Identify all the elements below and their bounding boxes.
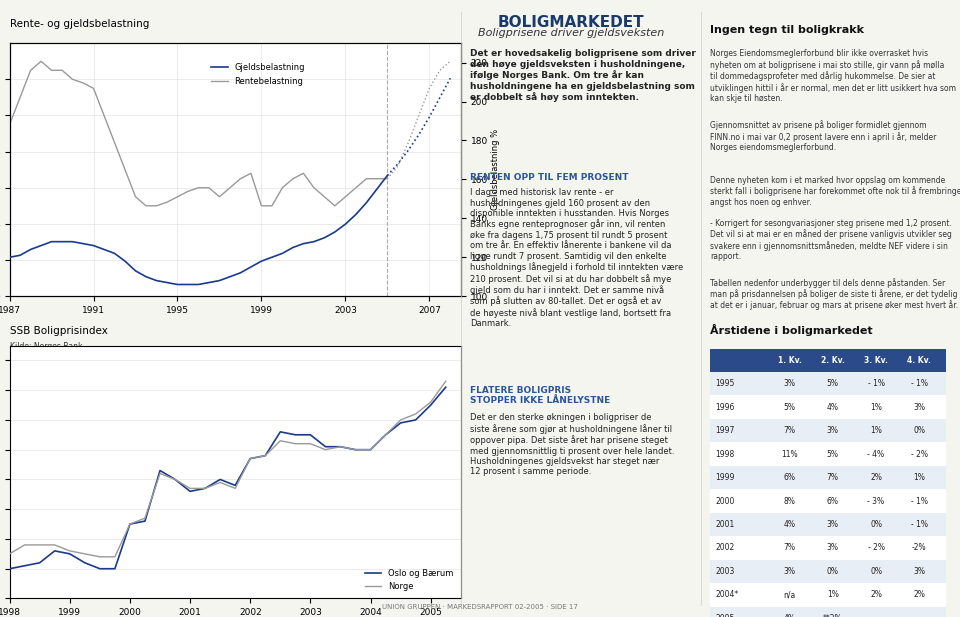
Text: Ingen tegn til boligkrakk: Ingen tegn til boligkrakk — [710, 25, 864, 35]
Text: 1997: 1997 — [715, 426, 734, 435]
Text: 3%: 3% — [827, 520, 839, 529]
Text: 3%: 3% — [783, 379, 796, 388]
Text: Norges Eiendomsmeglerforbund blir ikke overrasket hvis
nyheten om at boligprisen: Norges Eiendomsmeglerforbund blir ikke o… — [710, 49, 956, 103]
Text: 1995: 1995 — [715, 379, 734, 388]
Text: 3%: 3% — [913, 403, 925, 412]
Text: 1%: 1% — [870, 403, 882, 412]
Text: 3%: 3% — [827, 426, 839, 435]
Text: - 2%: - 2% — [868, 544, 884, 552]
Text: -: - — [875, 614, 877, 617]
Text: 2001: 2001 — [715, 520, 734, 529]
Legend: Oslo og Bærum, Norge: Oslo og Bærum, Norge — [361, 566, 457, 594]
Legend: Gjeldsbelastning, Rentebelastning: Gjeldsbelastning, Rentebelastning — [207, 60, 308, 89]
Text: 2. Kv.: 2. Kv. — [821, 356, 845, 365]
Text: 8%: 8% — [783, 497, 796, 505]
Text: 1996: 1996 — [715, 403, 734, 412]
Text: **2%: **2% — [823, 614, 843, 617]
Text: 7%: 7% — [783, 426, 796, 435]
Text: 2005: 2005 — [715, 614, 734, 617]
Text: 2003: 2003 — [715, 567, 734, 576]
Text: 2%: 2% — [870, 590, 882, 599]
Text: 5%: 5% — [827, 450, 839, 458]
Text: - 1%: - 1% — [911, 379, 927, 388]
Text: 1998: 1998 — [715, 450, 734, 458]
Text: - Korrigert for sesongvariasjoner steg prisene med 1,2 prosent.
Det vil si at ma: - Korrigert for sesongvariasjoner steg p… — [710, 219, 952, 262]
Text: - 1%: - 1% — [868, 379, 884, 388]
Text: Gjennomsnittet av prisene på boliger formidlet gjennom
FINN.no i mai var 0,2 pro: Gjennomsnittet av prisene på boliger for… — [710, 120, 937, 152]
Text: 6%: 6% — [827, 497, 839, 505]
Text: 6%: 6% — [783, 473, 796, 482]
Text: UNION GRUPPEN · MARKEDSRAPPORT 02-2005 · SIDE 17: UNION GRUPPEN · MARKEDSRAPPORT 02-2005 ·… — [382, 603, 578, 610]
Text: SSB Boligprisindex: SSB Boligprisindex — [10, 326, 108, 336]
Text: - 2%: - 2% — [911, 450, 927, 458]
Text: 3%: 3% — [783, 567, 796, 576]
Text: BOLIGMARKEDET: BOLIGMARKEDET — [498, 15, 644, 30]
Text: Rente- og gjeldsbelastning: Rente- og gjeldsbelastning — [10, 19, 149, 28]
Text: 3%: 3% — [827, 544, 839, 552]
Text: Det er hovedsakelig boligprisene som driver
den høye gjeldsveksten i husholdning: Det er hovedsakelig boligprisene som dri… — [470, 49, 696, 102]
Text: Boligprisene driver gjeldsveksten: Boligprisene driver gjeldsveksten — [478, 28, 664, 38]
Text: 11%: 11% — [781, 450, 798, 458]
Text: RENTEN OPP TIL FEM PROSENT: RENTEN OPP TIL FEM PROSENT — [470, 173, 629, 182]
Text: 0%: 0% — [827, 567, 839, 576]
Text: - 1%: - 1% — [911, 520, 927, 529]
Text: Det er den sterke økningen i boligpriser de
siste årene som gjør at husholdninge: Det er den sterke økningen i boligpriser… — [470, 413, 675, 476]
Text: 4. Kv.: 4. Kv. — [907, 356, 931, 365]
Text: Kilde: Norges Bank: Kilde: Norges Bank — [10, 342, 83, 350]
Text: 2%: 2% — [870, 473, 882, 482]
Text: 4%: 4% — [783, 520, 796, 529]
Text: 7%: 7% — [783, 544, 796, 552]
Text: 5%: 5% — [783, 403, 796, 412]
Text: 2002: 2002 — [715, 544, 734, 552]
Text: Årstidene i boligmarkedet: Årstidene i boligmarkedet — [710, 324, 873, 336]
Text: -: - — [918, 614, 921, 617]
Text: 3. Kv.: 3. Kv. — [864, 356, 888, 365]
Text: 7%: 7% — [827, 473, 839, 482]
Text: -2%: -2% — [912, 544, 926, 552]
Text: Denne nyheten kom i et marked hvor oppslag om kommende
sterkt fall i boligprisen: Denne nyheten kom i et marked hvor oppsl… — [710, 176, 960, 207]
Text: 1%: 1% — [913, 473, 925, 482]
Text: - 3%: - 3% — [868, 497, 884, 505]
Text: I dag - med historisk lav rente - er
husholdningenes gjeld 160 prosent av den
di: I dag - med historisk lav rente - er hus… — [470, 188, 684, 328]
Text: Tabellen nedenfor underbygger til dels denne påstanden. Ser
man på prisdannelsen: Tabellen nedenfor underbygger til dels d… — [710, 278, 958, 310]
Text: 2000: 2000 — [715, 497, 734, 505]
Text: 4%: 4% — [783, 614, 796, 617]
Text: FLATERE BOLIGPRIS
STOPPER IKKE LÅNELYSTNE: FLATERE BOLIGPRIS STOPPER IKKE LÅNELYSTN… — [470, 386, 611, 405]
Text: 2%: 2% — [913, 590, 925, 599]
Text: n/a: n/a — [783, 590, 796, 599]
Text: 1%: 1% — [827, 590, 839, 599]
Text: 1999: 1999 — [715, 473, 734, 482]
Text: 0%: 0% — [870, 567, 882, 576]
Y-axis label: Gjeldsbelastning %: Gjeldsbelastning % — [491, 129, 499, 210]
Text: 1%: 1% — [870, 426, 882, 435]
Text: - 4%: - 4% — [868, 450, 884, 458]
Text: 0%: 0% — [913, 426, 925, 435]
Text: 3%: 3% — [913, 567, 925, 576]
Text: 1. Kv.: 1. Kv. — [778, 356, 802, 365]
Text: 0%: 0% — [870, 520, 882, 529]
Text: 2004*: 2004* — [715, 590, 738, 599]
Text: 4%: 4% — [827, 403, 839, 412]
Text: 5%: 5% — [827, 379, 839, 388]
Text: - 1%: - 1% — [911, 497, 927, 505]
